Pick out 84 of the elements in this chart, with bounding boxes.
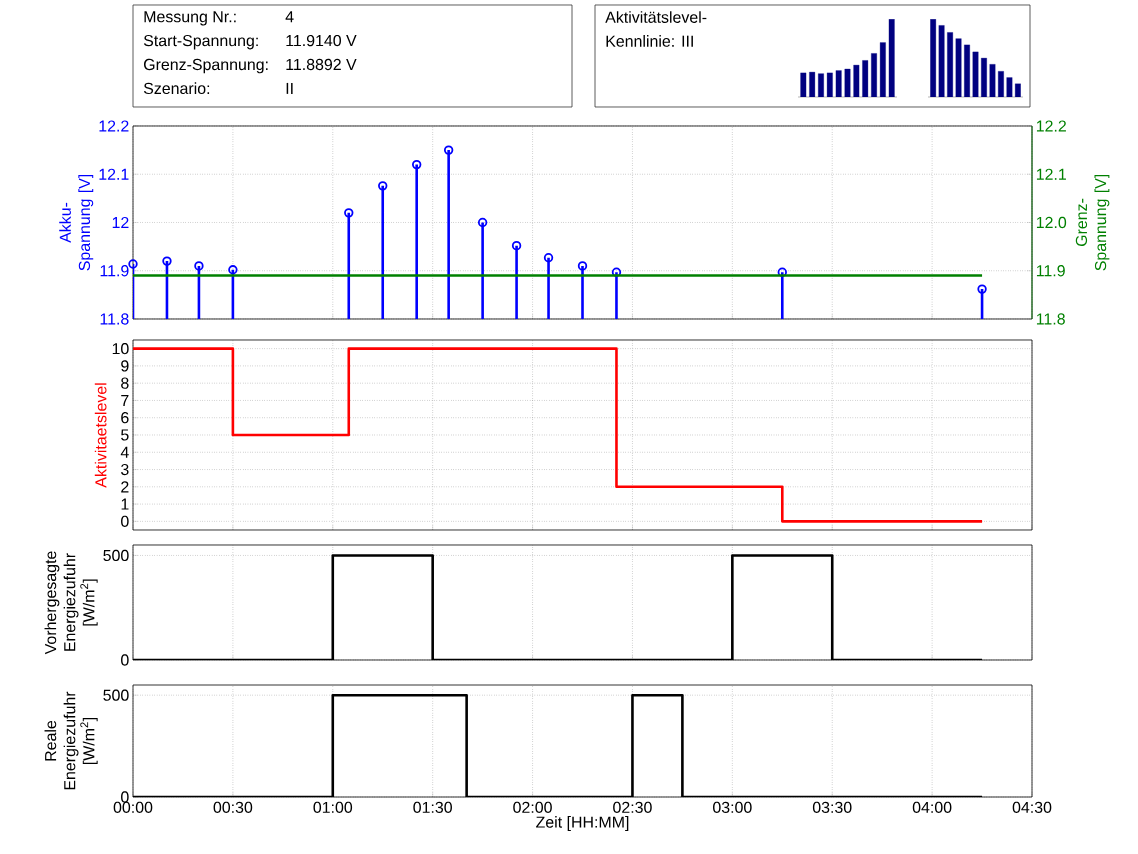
bar — [853, 64, 860, 97]
y-tick-label: 8 — [121, 377, 129, 389]
bar — [826, 72, 833, 97]
bar — [930, 19, 936, 97]
text: Aktivitätslevel-Kennlinie: III — [605, 11, 707, 47]
y2-tick-label: 12.0 — [1036, 216, 1067, 229]
point — [777, 267, 787, 277]
bar — [800, 72, 807, 97]
y-tick-label: 500 — [103, 549, 129, 562]
x-tick-label: 03:30 — [812, 801, 852, 814]
text: 11.9140 V — [286, 34, 357, 47]
y2-tick-label: 12.2 — [1036, 120, 1066, 132]
point — [577, 261, 588, 271]
point — [443, 145, 454, 155]
point — [543, 253, 554, 263]
bar — [1006, 77, 1013, 97]
y2-tick-label: 11.9 — [1036, 265, 1065, 277]
text: Messung Nr.: — [144, 11, 236, 26]
y-axis-title: Akku-Spannung [V] — [59, 174, 94, 271]
point — [162, 256, 172, 266]
x-tick-label: 02:30 — [613, 801, 652, 814]
y-tick-label: 5 — [121, 429, 129, 441]
x-tick-label: 03:00 — [713, 801, 752, 814]
y-tick-label: 12 — [112, 216, 129, 229]
text: 11.8892 V — [286, 58, 357, 71]
x-tick-label: 01:00 — [313, 801, 353, 814]
bar — [947, 32, 953, 97]
y-tick-label: 10 — [112, 342, 129, 355]
bar — [818, 73, 824, 97]
y-tick-label: 11.9 — [100, 265, 129, 277]
y-tick-label: 12.2 — [99, 120, 129, 132]
bar — [871, 53, 877, 97]
point — [412, 159, 422, 170]
bar — [955, 38, 962, 97]
y-tick-label: 1 — [121, 498, 129, 510]
bar — [989, 64, 996, 97]
bar — [862, 60, 869, 97]
x-axis-title: Zeit [HH:MM] — [536, 816, 629, 831]
bar — [998, 71, 1004, 97]
y-tick-label: 0 — [121, 654, 129, 666]
y-tick-label: 0 — [121, 515, 129, 527]
y-tick-label: 500 — [103, 689, 129, 701]
bar — [981, 57, 987, 97]
bar — [964, 44, 970, 97]
bar — [972, 51, 979, 97]
y-tick-label: 11.8 — [100, 313, 129, 325]
point — [511, 240, 522, 251]
y2-tick-label: 11.8 — [1036, 313, 1065, 325]
bar — [835, 70, 842, 97]
text: II — [286, 82, 293, 94]
bar — [844, 68, 851, 97]
y2-axis-title: Grenz-Spannung [V] — [1075, 174, 1110, 271]
y-tick-label: 0 — [121, 791, 129, 803]
bar — [888, 19, 895, 97]
x-tick-label: 04:00 — [912, 801, 952, 814]
text: 4 — [285, 11, 294, 23]
y-tick-label: 6 — [121, 412, 129, 424]
x-tick-label: 04:30 — [1012, 801, 1052, 814]
x-tick-label: 02:00 — [513, 801, 552, 814]
text: Start-Spannung: — [143, 34, 258, 50]
y-tick-label: 3 — [121, 463, 129, 476]
point — [128, 259, 138, 269]
point — [228, 265, 238, 275]
text: Grenz-Spannung: — [144, 58, 268, 74]
y-tick-label: 2 — [121, 481, 129, 493]
point — [378, 181, 388, 191]
bar — [879, 42, 886, 97]
x-tick-label: 01:30 — [413, 801, 452, 814]
point — [194, 261, 204, 271]
x-tick-label: 00:30 — [213, 801, 253, 814]
point — [344, 208, 354, 218]
x-tick-label: 00:00 — [113, 801, 153, 814]
y-axis-title: Vorhergesagte Energiezufuhr [W/m$^{2}$] — [44, 551, 98, 655]
bar — [1015, 83, 1021, 97]
y-tick-label: 4 — [120, 446, 129, 458]
y-axis-title: Reale Energiezufuhr [W/m$^{2}$] — [44, 691, 98, 790]
y-tick-label: 12.1 — [99, 168, 129, 180]
y2-tick-label: 12.1 — [1036, 168, 1066, 180]
y-tick-label: 7 — [121, 394, 129, 406]
y-axis-title: Aktivitaetslevel — [94, 383, 107, 488]
y-tick-label: 9 — [121, 360, 129, 372]
bar — [809, 71, 816, 97]
point — [477, 217, 488, 228]
text: Szenario: — [143, 82, 210, 95]
